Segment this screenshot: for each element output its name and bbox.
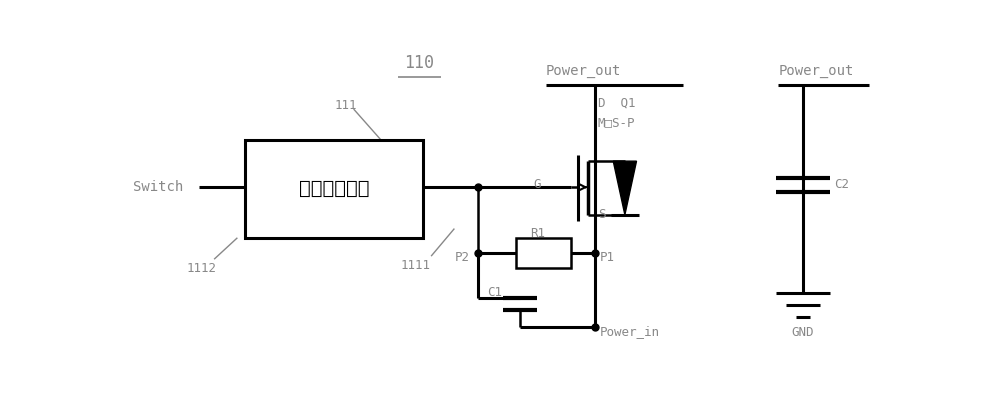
Bar <box>516 238 571 268</box>
Text: P2: P2 <box>454 251 469 264</box>
Text: C2: C2 <box>834 178 849 191</box>
Text: S: S <box>598 208 605 221</box>
Text: 开关控刻单元: 开关控刻单元 <box>299 179 370 198</box>
Text: Power_out: Power_out <box>546 64 621 78</box>
Text: D  Q1: D Q1 <box>598 96 635 109</box>
Text: Power_in: Power_in <box>600 325 660 338</box>
Text: 111: 111 <box>334 100 357 113</box>
Text: R1: R1 <box>530 227 545 240</box>
Text: 1112: 1112 <box>187 262 217 275</box>
Text: GND: GND <box>792 326 814 339</box>
Text: G: G <box>533 178 541 191</box>
Polygon shape <box>613 161 637 215</box>
Text: Switch: Switch <box>133 180 183 194</box>
Text: 110: 110 <box>404 54 434 72</box>
Text: Power_out: Power_out <box>778 64 854 78</box>
Text: C1: C1 <box>487 287 502 299</box>
Text: 1111: 1111 <box>400 259 430 272</box>
Text: M□S-P: M□S-P <box>598 116 635 129</box>
FancyBboxPatch shape <box>245 140 423 238</box>
Text: P1: P1 <box>599 251 614 264</box>
